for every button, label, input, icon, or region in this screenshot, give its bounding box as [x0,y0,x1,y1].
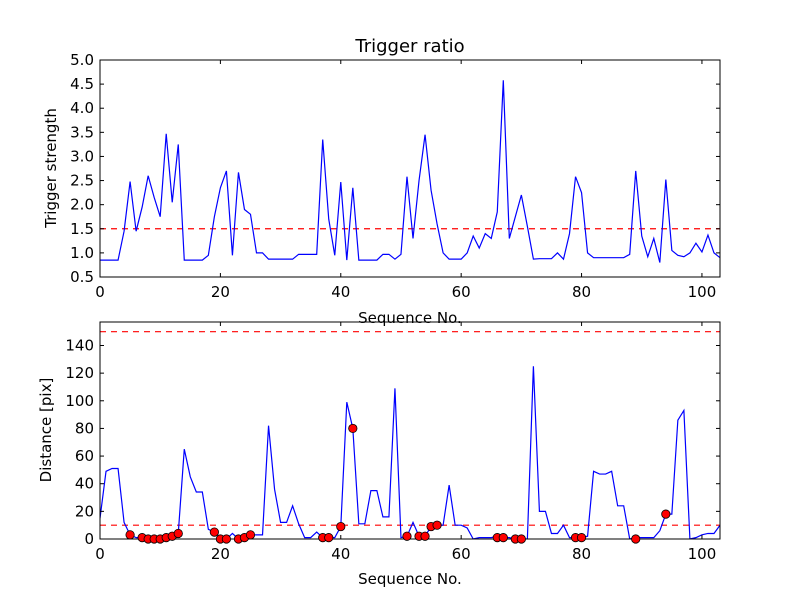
bottom-x-tick-label: 0 [95,545,105,563]
bottom-x-tick-label: 80 [572,545,591,563]
bottom-x-tick-label: 20 [211,545,230,563]
chart-title: Trigger ratio [354,36,464,57]
bottom-marker-point [221,534,232,544]
bottom-marker-point [324,533,334,543]
top-y-ticks: 0.5 1.0 1.5 2.0 2.5 3.0 3.5 4.0 4.5 5.0 [70,51,720,286]
top-x-tick-label: 60 [452,283,471,301]
bottom-y-tick-label: 40 [75,475,94,493]
bottom-marker-point [173,528,183,539]
bottom-y-tick-label: 100 [65,392,94,410]
top-x-tick-label: 100 [688,283,717,301]
top-y-tick-label: 3.0 [70,147,94,165]
bottom-series-line [100,366,720,539]
bottom-marker-point [245,530,256,540]
top-x-ticks: 0 20 40 60 80 100 [95,60,716,301]
bottom-marker-point [336,521,346,532]
top-y-tick-label: 5.0 [70,51,94,69]
bottom-y-tick-label: 140 [65,336,94,354]
top-x-axis-label: Sequence No. [358,309,462,327]
bottom-y-ticks: 0 20 40 60 80 100 120 140 [65,336,720,548]
bottom-y-tick-label: 20 [75,502,94,520]
bottom-marker-point [661,509,671,519]
top-y-tick-label: 2.0 [70,196,94,214]
bottom-marker-point [125,530,135,540]
bottom-x-ticks: 0 20 40 60 80 100 [95,322,716,563]
top-x-tick-label: 40 [331,283,350,301]
bottom-y-tick-label: 120 [65,364,94,382]
bottom-y-tick-label: 0 [84,530,94,548]
bottom-x-axis-label: Sequence No. [358,570,462,588]
bottom-subplot: 0 20 40 60 80 100 0 20 40 60 80 100 120 140 Sequence… [37,321,721,588]
bottom-marker-point [631,534,641,544]
top-y-tick-label: 4.0 [70,99,94,117]
top-y-tick-label: 3.5 [70,123,94,141]
bottom-marker-point [498,533,508,543]
top-y-tick-label: 1.5 [70,220,94,238]
top-y-tick-label: 2.5 [70,172,94,190]
bottom-x-tick-label: 60 [452,545,471,563]
bottom-x-tick-label: 100 [688,545,717,563]
top-series-line [100,80,720,263]
bottom-marker-point [209,527,219,537]
bottom-y-tick-label: 80 [75,419,94,437]
bottom-marker-point [432,520,442,530]
top-subplot: Trigger ratio 0 20 40 60 80 100 0.5 1.0 1.5 2.0 2… [42,36,721,327]
top-x-tick-label: 80 [572,283,591,301]
bottom-marker-point [348,423,358,434]
bottom-marker-point [420,531,430,541]
top-y-axis-label: Trigger strength [42,108,60,229]
bottom-y-axis-label: Distance [pix] [37,378,55,483]
top-y-tick-label: 0.5 [70,268,94,286]
top-x-tick-label: 0 [95,283,105,301]
top-y-tick-label: 4.5 [70,75,94,93]
bottom-x-tick-label: 40 [331,545,350,563]
bottom-y-tick-label: 60 [75,447,94,465]
bottom-marker-point [576,533,587,543]
top-x-tick-label: 20 [211,283,230,301]
bottom-plot-data [100,331,720,539]
bottom-marker-point [516,534,526,544]
top-y-tick-label: 1.0 [70,244,94,262]
bottom-marker-point [402,531,412,541]
top-plot-data [100,80,720,263]
top-plot-frame [99,59,721,278]
